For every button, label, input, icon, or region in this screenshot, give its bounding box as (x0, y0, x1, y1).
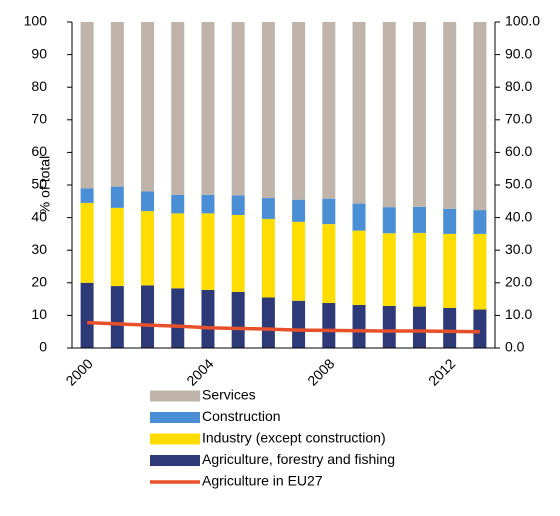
bar-segment (141, 285, 155, 348)
legend-label: Agriculture in EU27 (202, 473, 323, 489)
legend-swatch (150, 412, 200, 423)
bar-segment (292, 22, 306, 200)
bar-segment (80, 188, 94, 203)
bar-segment (171, 194, 185, 214)
bar-segment (322, 224, 336, 304)
bar-segment (231, 214, 245, 292)
bar-segment (261, 218, 275, 298)
y-tick-label: 80 (31, 78, 47, 94)
bar-segment (352, 304, 366, 348)
y2-tick-label: 30.0 (505, 241, 532, 257)
y2-tick-label: 20.0 (505, 274, 532, 290)
bar-segment (80, 202, 94, 283)
bar-segment (110, 286, 124, 348)
y-tick-label: 20 (31, 274, 47, 290)
bar-segment (382, 22, 396, 208)
bar-segment (80, 282, 94, 348)
bar-segment (231, 291, 245, 348)
bar-segment (382, 233, 396, 306)
y2-tick-label: 100.0 (505, 13, 540, 29)
bar-segment (412, 306, 426, 348)
y2-tick-label: 40.0 (505, 208, 532, 224)
y2-tick-label: 0.0 (505, 339, 525, 355)
bar-segment (443, 233, 457, 308)
bar-segment (110, 186, 124, 208)
bar-segment (231, 195, 245, 215)
legend-swatch (150, 433, 200, 445)
y-tick-label: 60 (31, 143, 47, 159)
bar-segment (171, 288, 185, 348)
y-tick-label: 30 (31, 241, 47, 257)
bar-segment (231, 22, 245, 196)
bar-segment (473, 233, 487, 310)
legend-label: Agriculture, forestry and fishing (202, 451, 395, 467)
legend-swatch (150, 455, 200, 466)
bar-segment (412, 22, 426, 207)
bar-segment (171, 213, 185, 289)
legend-swatch (150, 390, 200, 402)
bar-segment (473, 22, 487, 211)
bar-segment (261, 22, 275, 199)
bar-segment (292, 199, 306, 222)
x-tick-label: 2008 (304, 355, 337, 388)
bar-segment (352, 203, 366, 231)
bar-segment (443, 307, 457, 348)
bar-segment (352, 230, 366, 305)
bar-segment (352, 22, 366, 204)
bar-segment (201, 289, 215, 348)
x-tick-label: 2004 (183, 355, 216, 388)
legend-label: Services (202, 387, 256, 403)
bar-segment (322, 303, 336, 348)
bar-segment (171, 22, 185, 195)
bar-segment (412, 232, 426, 307)
y-tick-label: 50 (31, 176, 47, 192)
bar-segment (201, 22, 215, 195)
bar-segment (412, 206, 426, 233)
bar-segment (322, 198, 336, 225)
bar-segment (201, 194, 215, 214)
bar-segment (141, 22, 155, 192)
y-tick-label: 90 (31, 45, 47, 61)
bar-segment (80, 22, 94, 189)
bar-segment (382, 207, 396, 234)
y2-tick-label: 70.0 (505, 111, 532, 127)
bar-segment (443, 22, 457, 209)
y2-tick-label: 10.0 (505, 306, 532, 322)
bar-segment (292, 300, 306, 348)
y-tick-label: 70 (31, 111, 47, 127)
bar-segment (443, 208, 457, 234)
y2-tick-label: 80.0 (505, 78, 532, 94)
bar-segment (292, 221, 306, 301)
bar-segment (141, 211, 155, 286)
x-tick-label: 2012 (425, 355, 458, 388)
bar-segment (473, 210, 487, 234)
y-axis-label: % of total (37, 156, 53, 214)
legend-label: Construction (202, 408, 281, 424)
line-series (87, 320, 480, 334)
bar-segment (110, 207, 124, 287)
y2-tick-label: 50.0 (505, 176, 532, 192)
y-tick-label: 40 (31, 208, 47, 224)
y2-tick-label: 60.0 (505, 143, 532, 159)
legend-label: Industry (except construction) (202, 430, 386, 446)
bar-segment (382, 305, 396, 348)
y-tick-label: 0 (39, 339, 47, 355)
y-tick-label: 10 (31, 306, 47, 322)
bar-segment (110, 22, 124, 187)
y2-tick-label: 90.0 (505, 45, 532, 61)
y-tick-label: 100 (24, 13, 48, 29)
bar-segment (141, 191, 155, 212)
bar-segment (322, 22, 336, 199)
bar-segment (473, 309, 487, 348)
bar-segment (261, 198, 275, 219)
x-tick-label: 2000 (63, 355, 96, 388)
bar-segment (261, 297, 275, 348)
bar-segment (201, 213, 215, 290)
